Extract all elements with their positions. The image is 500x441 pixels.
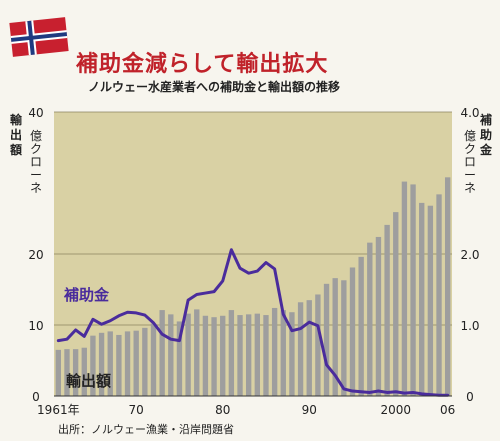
left-tick-label: 40 [28,106,43,120]
right-axis-label: 補助金 [479,112,493,157]
export-bar [271,307,278,396]
export-bar [323,283,330,396]
export-bar [280,310,286,396]
export-bar [90,335,96,396]
right-tick-label: 4.0 [460,106,479,120]
export-bar [367,242,373,396]
right-axis-label-text: 補助金 [479,112,493,157]
export-bar [349,267,356,396]
export-bar [81,347,87,396]
export-bar [237,315,243,396]
chart-subtitle: ノルウェー水産業者への補助金と輸出額の推移 [88,80,341,94]
export-bar [289,312,295,396]
export-bar [419,202,425,396]
export-bar [107,331,113,396]
x-axis-ticks: 1961年 70 80 90 2000 06 [37,403,455,417]
export-bar [401,181,408,396]
subsidy-line [56,248,450,397]
export-bar [116,334,122,396]
left-tick-label: 20 [28,248,43,262]
export-bar [228,310,235,396]
export-bar [72,349,79,396]
x-tick-label: 06 [440,403,455,417]
left-tick-label: 10 [28,319,43,333]
right-tick-label: 0 [466,390,474,404]
export-bar [124,331,131,396]
export-bar [384,224,390,396]
export-bar [202,315,209,396]
export-bar [427,205,434,396]
source-note: 出所：ノルウェー漁業・沿岸問題省 [58,423,234,436]
export-bar [133,330,139,396]
right-tick-label: 1.0 [460,319,479,333]
left-axis-label: 輸出額 [9,112,23,157]
x-tick-label: 90 [302,403,317,417]
export-bar [64,349,70,396]
export-bar [220,315,226,396]
export-bar [150,323,157,396]
export-bar [211,317,217,396]
export-bar [375,236,382,396]
export-bar [98,332,105,396]
x-tick-label: 2000 [380,403,411,417]
export-bar [245,314,252,396]
x-tick-label: 70 [129,403,144,417]
subsidy-series-label: 補助金 [63,286,110,304]
export-series-label: 輸出額 [66,372,111,390]
x-tick-label: 1961年 [37,403,80,417]
export-bar [393,212,399,396]
x-tick-label: 80 [215,403,230,417]
export-bar [306,300,312,396]
left-axis-unit: 億クローネ [30,129,42,195]
left-axis-ticks: 0 10 20 40 [28,106,43,404]
export-bar [194,309,200,396]
right-axis-unit-text: 億クローネ [464,129,476,195]
chart-title: 補助金減らして輸出拡大 [76,51,329,77]
left-axis-label-text: 輸出額 [9,112,23,157]
export-bar [142,327,148,396]
right-axis-ticks: 0 1.0 2.0 4.0 [460,106,479,404]
export-bar [185,313,191,396]
export-bar [168,314,174,396]
export-bar [444,177,451,396]
export-bar [263,315,269,396]
export-bar [332,278,338,396]
export-bar [410,184,416,396]
left-axis-unit-text: 億クローネ [30,129,42,195]
export-bars [55,177,451,396]
norway-flag-icon [9,17,69,57]
right-axis-unit: 億クローネ [464,129,476,195]
export-bar [315,294,321,396]
right-tick-label: 2.0 [460,248,479,262]
export-bar [436,194,442,396]
left-tick-label: 0 [32,390,40,404]
export-bar [254,313,260,396]
export-bar [159,310,165,396]
export-bar [176,321,183,396]
export-bar [358,256,364,396]
export-bar [55,349,61,396]
export-bar [297,302,304,396]
export-bar [341,280,347,396]
